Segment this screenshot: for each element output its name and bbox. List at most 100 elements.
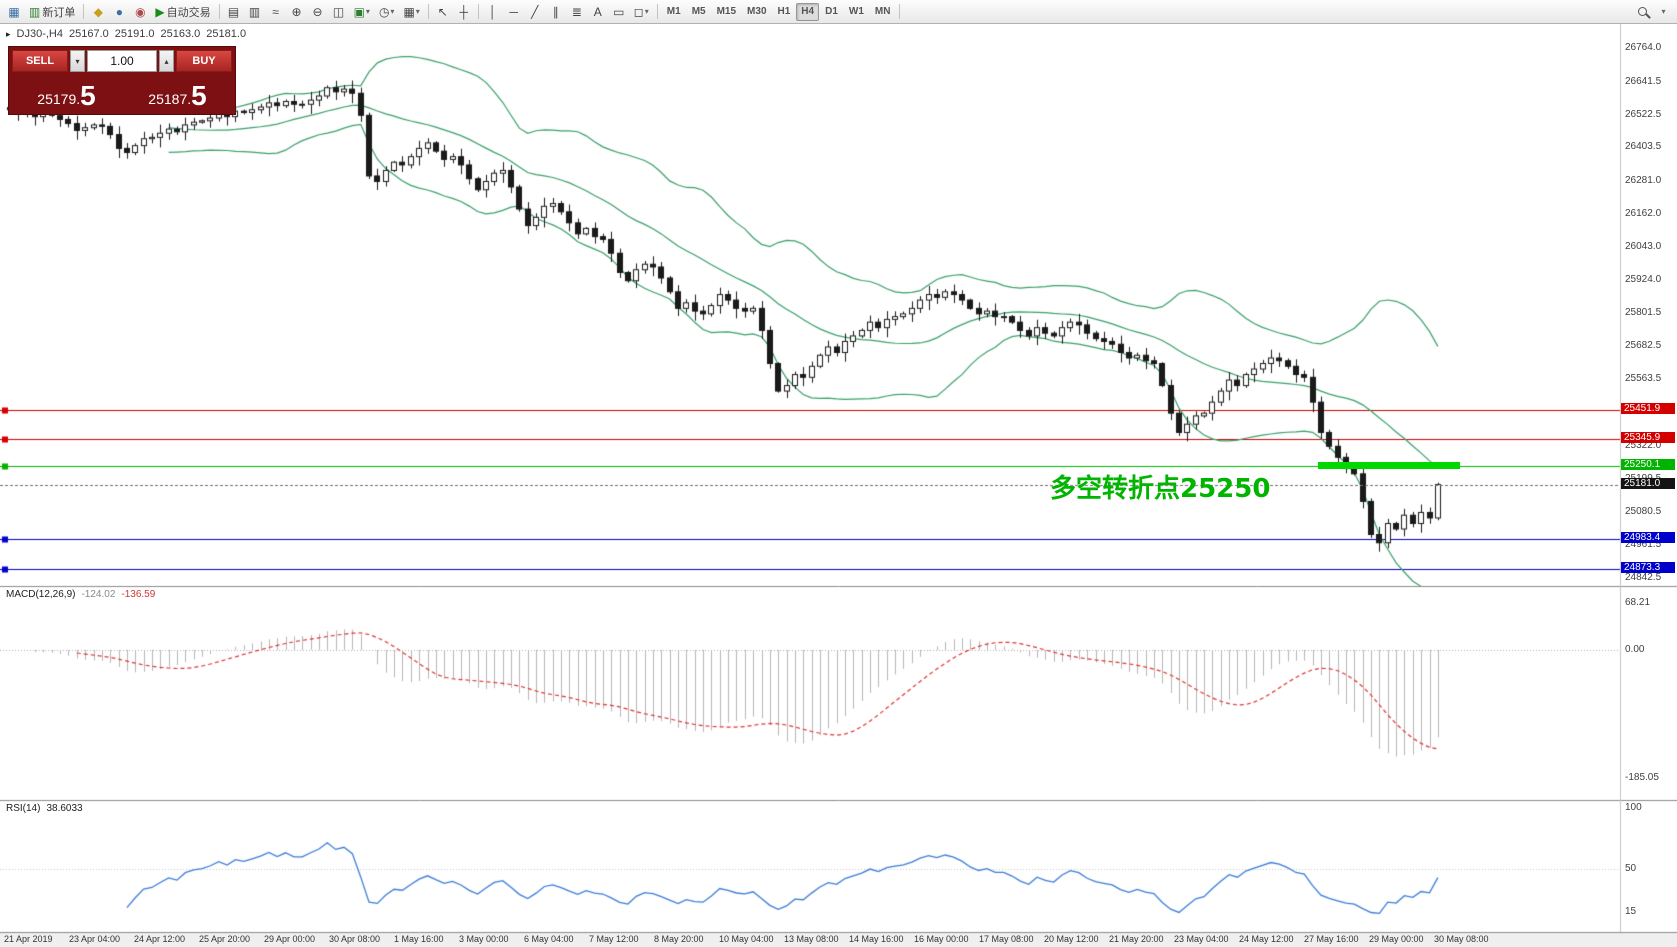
main-toolbar: ▦ ▥ 新订单 ◆ ● ◉ ▶ 自动交易 ▤ ▥ ≈ ⊕ ⊖ ◫ ▣ ▾ ◷ ▾ ▦… [0, 0, 1677, 24]
price-axis[interactable] [1620, 24, 1677, 932]
rsi-value: 38.6033 [46, 803, 83, 814]
chevron-down-icon: ▾ [415, 7, 420, 16]
buy-price-main: 25187. [148, 91, 192, 107]
text-tool-button[interactable]: A [588, 2, 608, 22]
label-icon: ▭ [613, 4, 625, 19]
one-click-trading-panel: SELL ▾ ▴ BUY 25179.5 25187.5 [8, 46, 236, 115]
sell-price[interactable]: 25179. 5 [12, 75, 121, 111]
timeframe-w1-button[interactable]: W1 [848, 6, 864, 17]
bar-chart-icon: ▤ [227, 4, 240, 19]
text-icon: A [593, 4, 602, 19]
chevron-down-icon: ▾ [1661, 7, 1666, 16]
sell-button[interactable]: SELL [12, 50, 68, 72]
vertical-line-icon: │ [489, 4, 497, 19]
user-icon: ● [115, 4, 123, 19]
rsi-name: RSI(14) [6, 803, 41, 814]
chevron-down-icon: ▾ [365, 7, 370, 16]
cursor-button[interactable]: ↖ [433, 2, 453, 22]
ohlc-low: 25163.0 [160, 28, 201, 40]
chart-icon: ▦ [8, 4, 20, 19]
toolbar-separator [83, 4, 85, 19]
toolbar-icon-coin[interactable]: ◆ [88, 2, 108, 22]
shapes-icon: ◻ [633, 4, 644, 19]
horizontal-line-button[interactable]: ─ [504, 2, 524, 22]
cursor-icon: ↖ [437, 4, 448, 19]
indicators-button[interactable]: ▦ ▾ [399, 2, 423, 22]
timeframe-m1-button[interactable]: M1 [666, 6, 681, 17]
new-order-label: 新订单 [42, 6, 76, 19]
symbol-timeframe: DJ30-,H4 [16, 28, 63, 40]
buy-button[interactable]: BUY [176, 50, 232, 72]
line-chart-button[interactable]: ≈ [266, 2, 286, 22]
volume-input[interactable] [87, 50, 157, 72]
chevron-down-icon: ▾ [390, 7, 395, 16]
buy-price[interactable]: 25187. 5 [123, 75, 232, 111]
bar-chart-button[interactable]: ▤ [224, 2, 244, 22]
new-order-button[interactable]: ▥ 新订单 [25, 2, 79, 22]
headset-icon: ◉ [135, 4, 146, 19]
volume-decrease-button[interactable]: ▾ [70, 50, 85, 72]
channel-icon: ∥ [552, 4, 559, 19]
search-icon [1637, 7, 1647, 16]
ohlc-high: 25191.0 [114, 28, 155, 40]
turning-point-highlight[interactable] [1318, 462, 1460, 470]
more-tools-button[interactable]: ▾ [1653, 2, 1673, 22]
chart-window-icon[interactable]: ▦ [4, 2, 24, 22]
turning-point-annotation: 多空转折点25250 [1050, 474, 1271, 504]
trendline-icon: ╱ [531, 4, 539, 19]
clock-icon: ◷ [378, 4, 390, 19]
new-order-icon: ▥ [29, 4, 41, 19]
chevron-down-icon: ▾ [644, 7, 649, 16]
timeframe-mn-button[interactable]: MN [874, 6, 891, 17]
sell-price-main: 25179. [37, 91, 81, 107]
macd-signal-value: -136.59 [121, 589, 156, 600]
volume-increase-button[interactable]: ▴ [159, 50, 174, 72]
toolbar-separator [427, 4, 429, 19]
zoom-in-icon: ⊕ [291, 4, 302, 19]
timeframe-m15-button[interactable]: M15 [716, 6, 737, 17]
label-tool-button[interactable]: ▭ [609, 2, 629, 22]
coin-icon: ◆ [93, 4, 103, 19]
horizontal-line-icon: ─ [509, 4, 519, 19]
toolbar-separator [656, 4, 658, 19]
time-axis[interactable] [0, 932, 1620, 947]
search-button[interactable] [1632, 2, 1652, 22]
new-chart-button[interactable]: ▣ ▾ [350, 2, 374, 22]
fibonacci-button[interactable]: ≣ [567, 2, 587, 22]
channel-button[interactable]: ∥ [546, 2, 566, 22]
trendline-button[interactable]: ╱ [525, 2, 545, 22]
tile-windows-icon: ◫ [332, 4, 345, 19]
candlestick-chart-button[interactable]: ▥ [245, 2, 265, 22]
shapes-button[interactable]: ◻ ▾ [630, 2, 653, 22]
zoom-in-button[interactable]: ⊕ [287, 2, 307, 22]
indicators-icon: ▦ [403, 4, 415, 19]
toolbar-icon-user[interactable]: ● [109, 2, 129, 22]
zoom-out-icon: ⊖ [312, 4, 323, 19]
line-chart-icon: ≈ [272, 4, 279, 19]
sell-price-pips: 5 [80, 80, 96, 111]
vertical-line-button[interactable]: │ [483, 2, 503, 22]
new-chart-icon: ▣ [353, 4, 365, 19]
tile-windows-button[interactable]: ◫ [329, 2, 349, 22]
zoom-out-button[interactable]: ⊖ [308, 2, 328, 22]
toolbar-separator [218, 4, 220, 19]
symbol-marker-icon: ▸ [6, 28, 11, 39]
profiles-button[interactable]: ◷ ▾ [375, 2, 399, 22]
rsi-header: RSI(14) 38.6033 [6, 803, 83, 814]
crosshair-button[interactable]: ┼ [454, 2, 474, 22]
crosshair-icon: ┼ [459, 4, 469, 19]
timeframe-d1-button[interactable]: D1 [825, 6, 838, 17]
timeframe-group: M1 M5 M15 M30 H1 H4 D1 W1 MN [662, 2, 896, 21]
timeframe-h1-button[interactable]: H1 [777, 6, 791, 17]
toolbar-icon-headset[interactable]: ◉ [130, 2, 150, 22]
fibonacci-icon: ≣ [571, 4, 582, 19]
candlestick-icon: ▥ [248, 4, 261, 19]
toolbar-separator [899, 4, 901, 19]
autotrading-button[interactable]: ▶ 自动交易 [151, 2, 214, 22]
ohlc-close: 25181.0 [206, 28, 247, 40]
timeframe-h4-button[interactable]: H4 [796, 2, 820, 21]
timeframe-m5-button[interactable]: M5 [691, 6, 706, 17]
timeframe-m30-button[interactable]: M30 [747, 6, 767, 17]
